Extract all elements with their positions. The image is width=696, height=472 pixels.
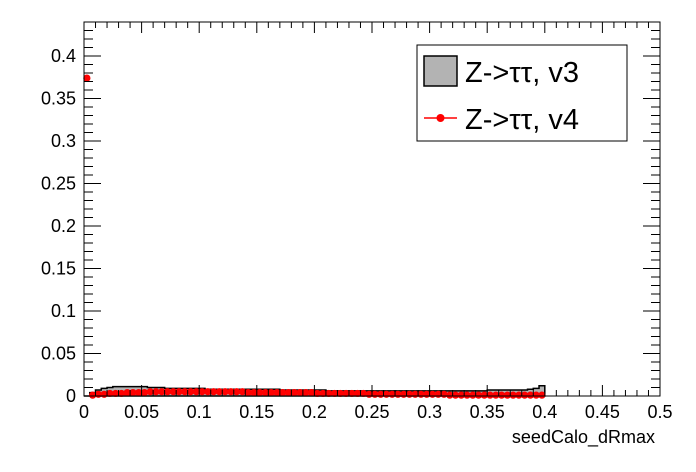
marker-v4-point: [463, 391, 471, 399]
marker-v4-point: [492, 391, 500, 399]
marker-v4-point: [192, 388, 200, 396]
legend-label-v3: Z->ττ, v3: [465, 57, 579, 89]
marker-v4-point: [457, 391, 465, 399]
marker-v4-point: [503, 391, 511, 399]
marker-v4-point: [342, 389, 350, 398]
marker-v4-point: [284, 389, 293, 397]
marker-v4-point: [210, 388, 218, 396]
marker-v4-point: [204, 388, 212, 396]
marker-v4-point: [538, 391, 546, 399]
x-tick-label: 0.05: [124, 402, 159, 422]
marker-v4-point: [146, 388, 154, 396]
marker-v4-point: [227, 388, 235, 396]
y-tick-label: 0.4: [51, 46, 76, 66]
marker-v4-point: [325, 389, 333, 398]
marker-v4-point: [135, 389, 143, 397]
marker-v4-point: [181, 388, 189, 396]
marker-v4-point: [261, 389, 270, 397]
marker-v4-point: [521, 391, 529, 399]
marker-v4-point: [290, 389, 298, 397]
marker-v4-point: [198, 388, 206, 396]
marker-v4-point: [302, 389, 310, 397]
y-tick-labels: 0 0.05 0.1 0.15 0.2 0.25 0.3 0.35 0.4: [41, 46, 76, 406]
x-tick-label: 0.4: [532, 402, 557, 422]
x-tick-label: 0.35: [470, 402, 505, 422]
x-axis-title: seedCalo_dRmax: [512, 427, 655, 448]
marker-v4-point: [186, 388, 195, 396]
axis-ticks: [83, 21, 661, 397]
marker-v4-point: [359, 389, 367, 398]
x-tick-label: 0.15: [239, 402, 274, 422]
marker-v4-point: [319, 389, 327, 398]
marker-v4-point: [474, 391, 483, 399]
x-tick-label: 0.3: [417, 402, 442, 422]
x-tick-label: 0.45: [585, 402, 620, 422]
marker-v4-point: [330, 389, 339, 398]
marker-v4-point: [509, 391, 517, 399]
x-tick-label: 0.5: [647, 402, 672, 422]
marker-v4-point: [169, 388, 177, 396]
marker-v4-point: [83, 74, 91, 82]
marker-v4-point: [446, 391, 454, 399]
legend-label-v4: Z->ττ, v4: [465, 104, 579, 136]
marker-v4-point: [279, 389, 287, 397]
marker-v4-point: [140, 389, 149, 397]
marker-v4-point: [221, 388, 229, 396]
x-tick-label: 0: [79, 402, 89, 422]
marker-v4-point: [486, 391, 494, 399]
marker-v4-point: [244, 389, 252, 397]
marker-v4-point: [233, 388, 241, 396]
marker-v4-point: [515, 391, 523, 399]
y-tick-label: 0.15: [41, 259, 76, 279]
y-tick-label: 0.25: [41, 174, 76, 194]
marker-v4-point: [117, 389, 126, 398]
y-tick-label: 0.05: [41, 344, 76, 364]
marker-v4-point: [123, 389, 131, 397]
marker-v4-point: [273, 389, 281, 397]
marker-v4-point: [451, 391, 460, 399]
y-tick-label: 0: [66, 386, 76, 406]
marker-v4-point: [106, 389, 114, 398]
y-tick-label: 0.1: [51, 301, 76, 321]
marker-v4-point: [89, 391, 97, 399]
marker-v4-point: [158, 388, 166, 396]
marker-v4-point: [469, 391, 477, 399]
marker-v4-point: [498, 391, 506, 399]
marker-v4-point: [215, 388, 223, 396]
marker-v4-point: [238, 388, 246, 396]
marker-v4-point: [112, 389, 120, 398]
marker-v4-point: [354, 389, 362, 398]
legend-marker-v4: [436, 114, 445, 122]
marker-v4-point: [532, 391, 540, 399]
y-tick-label: 0.35: [41, 89, 76, 109]
marker-v4-point: [267, 389, 275, 397]
marker-v4-point: [348, 389, 356, 398]
marker-v4-point: [296, 389, 304, 397]
marker-v4-point: [313, 389, 321, 398]
legend: Z->ττ, v3 Z->ττ, v4: [416, 44, 628, 142]
marker-v4-point: [163, 388, 172, 396]
marker-v4-point: [480, 391, 488, 399]
y-tick-label: 0.2: [51, 216, 76, 236]
x-tick-label: 0.2: [302, 402, 327, 422]
marker-v4-point: [129, 389, 137, 397]
x-tick-labels: 0 0.05 0.1 0.15 0.2 0.25 0.3 0.35 0.4 0.45 0.5: [79, 402, 673, 422]
marker-v4-point: [336, 389, 344, 398]
marker-v4-point: [250, 389, 258, 397]
x-tick-label: 0.25: [354, 402, 389, 422]
marker-v4-point: [175, 388, 183, 396]
y-tick-label: 0.3: [51, 131, 76, 151]
marker-v4-point: [526, 391, 535, 399]
marker-v4-point: [152, 388, 160, 396]
legend-swatch-v3: [423, 55, 458, 87]
marker-v4-point: [307, 389, 316, 397]
marker-v4-point: [256, 389, 264, 397]
x-tick-label: 0.1: [187, 402, 212, 422]
